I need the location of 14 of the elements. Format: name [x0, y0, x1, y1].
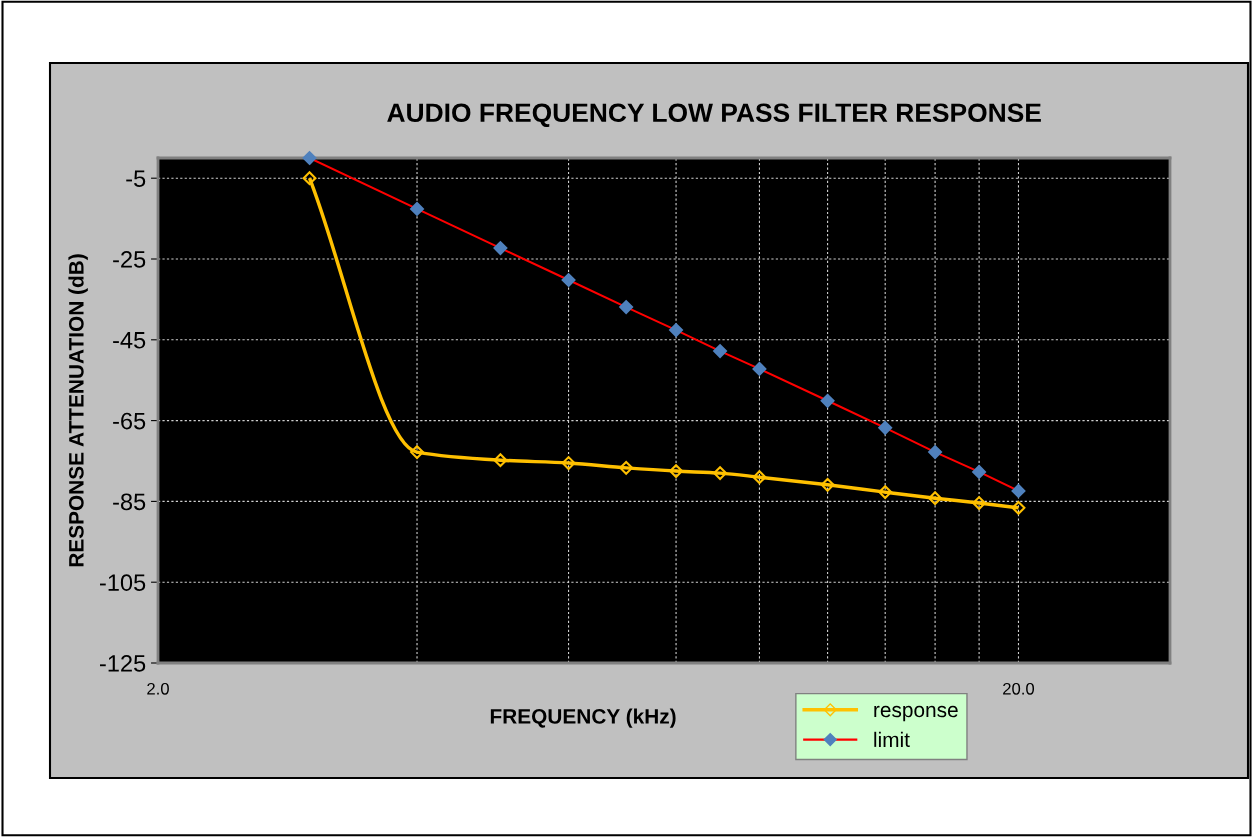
y-axis-title: RESPONSE ATTENUATION (dB) [68, 254, 88, 567]
y-tick-label: -85 [113, 493, 146, 511]
chart-title: AUDIO FREQUENCY LOW PASS FILTER RESPONSE [387, 103, 1041, 128]
legend-label: limit [874, 731, 910, 748]
y-tick-label: -105 [99, 574, 146, 591]
y-tick-label: -45 [113, 332, 146, 349]
y-tick-label: -65 [113, 412, 146, 430]
y-tick-label: -5 [126, 170, 146, 187]
y-tick-label: -125 [99, 655, 146, 672]
x-tick-label: 20.0 [1003, 682, 1035, 695]
x-tick-label: 2.0 [147, 682, 169, 695]
x-axis-title: FREQUENCY (kHz) [490, 708, 676, 728]
legend-label: response [874, 705, 958, 722]
y-tick-label: -25 [113, 251, 146, 268]
